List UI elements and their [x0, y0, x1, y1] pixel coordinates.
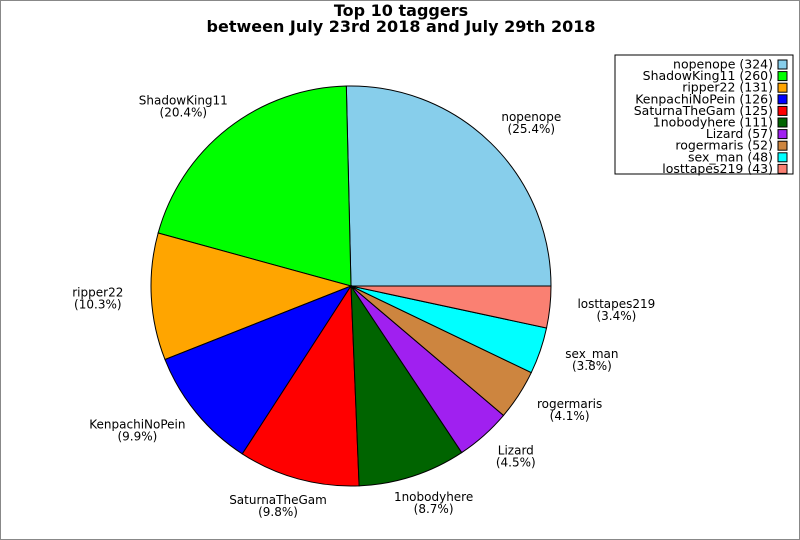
- slice-percent-losttapes219: (3.4%): [596, 309, 636, 323]
- legend-label-lizard: Lizard (57): [706, 126, 773, 141]
- legend-swatch-nopenope: [777, 59, 788, 70]
- pie-slice-ripper22: [150, 232, 353, 361]
- pie-slice-kenpachinopein: [164, 284, 353, 455]
- legend-label-shadowking11: ShadowKing11 (260): [643, 68, 773, 83]
- slice-percent-nopenope: (25.4%): [508, 122, 555, 136]
- legend-swatch-lizard: [777, 129, 788, 140]
- legend-label-nopenope: nopenope (324): [673, 57, 773, 72]
- slice-label-sex-man: sex_man: [565, 347, 618, 361]
- legend-label-losttapes219: losttapes219 (43): [662, 161, 773, 176]
- legend-label-sex-man: sex_man (48): [688, 149, 773, 164]
- pie-slices: [150, 85, 552, 487]
- slice-percent-saturnathegam: (9.8%): [258, 505, 298, 519]
- pie-slice-losttapes219: [350, 285, 552, 329]
- slice-percent-shadowking11: (20.4%): [160, 105, 207, 119]
- legend-swatch-kenpachinopein: [777, 94, 788, 105]
- slice-percent-rogermaris: (4.1%): [550, 409, 590, 423]
- slice-label-saturnathegam: SaturnaTheGam: [229, 493, 327, 507]
- slice-percent-kenpachinopein: (9.9%): [117, 430, 157, 444]
- legend-swatch-losttapes219: [777, 163, 788, 174]
- legend-swatch-rogermaris: [777, 140, 788, 151]
- slice-percent-1nobodyhere: (8.7%): [414, 502, 454, 516]
- pie-slice-saturnathegam: [241, 284, 360, 487]
- legend-label-1nobodyhere: 1nobodyhere (111): [653, 115, 773, 130]
- legend-box: [614, 54, 794, 175]
- slice-labels: nopenope(25.4%) ShadowKing11(20.4%) ripper…: [72, 93, 655, 519]
- legend-swatch-ripper22: [777, 82, 788, 93]
- chart-subtitle: between July 23rd 2018 and July 29th 201…: [207, 17, 596, 36]
- slice-percent-lizard: (4.5%): [496, 455, 536, 469]
- legend-swatch-saturnathegam: [777, 105, 788, 116]
- slice-label-shadowking11: ShadowKing11: [139, 93, 228, 107]
- pie-slice-nopenope: [345, 85, 552, 287]
- slice-percent-sex-man: (3.8%): [572, 359, 612, 373]
- chart-title: Top 10 taggers: [334, 1, 468, 20]
- legend-label-saturnathegam: SaturnaTheGam (125): [634, 103, 773, 118]
- legend: nopenope (324)ShadowKing11 (260)ripper22…: [614, 54, 794, 176]
- slice-label-rogermaris: rogermaris: [537, 397, 602, 411]
- slice-label-nopenope: nopenope: [501, 110, 561, 124]
- slice-label-kenpachinopein: KenpachiNoPein: [89, 418, 185, 432]
- legend-swatch-shadowking11: [777, 71, 788, 82]
- slice-percent-ripper22: (10.3%): [74, 297, 121, 311]
- slice-label-losttapes219: losttapes219: [577, 297, 655, 311]
- legend-label-kenpachinopein: KenpachiNoPein (126): [635, 91, 773, 106]
- slice-label-lizard: Lizard: [498, 443, 534, 457]
- legend-label-ripper22: ripper22 (131): [682, 80, 773, 95]
- legend-swatch-1nobodyhere: [777, 117, 788, 128]
- pie-slice-shadowking11: [157, 85, 352, 287]
- slice-label-ripper22: ripper22: [72, 285, 123, 299]
- slice-label-1nobodyhere: 1nobodyhere: [394, 490, 473, 504]
- pie-slice-1nobodyhere: [350, 284, 463, 487]
- legend-swatch-sex-man: [777, 152, 788, 163]
- legend-label-rogermaris: rogermaris (52): [675, 138, 773, 153]
